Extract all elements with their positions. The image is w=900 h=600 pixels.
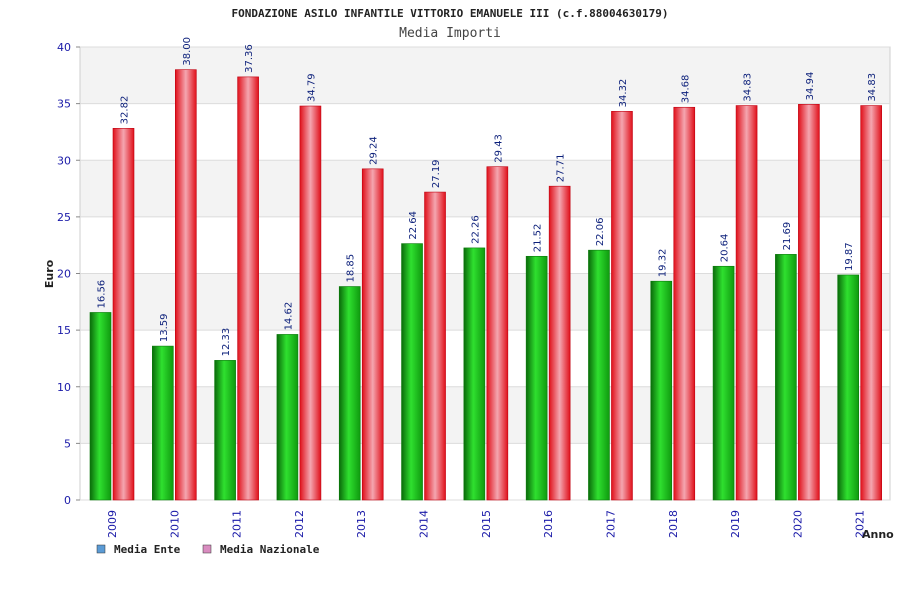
- data-label: 18.85: [346, 254, 357, 283]
- chart-title: FONDAZIONE ASILO INFANTILE VITTORIO EMAN…: [231, 7, 668, 20]
- bar-media-nazionale-2014: [424, 191, 446, 501]
- bar-media-ente-2013: [338, 286, 361, 501]
- bar-media-nazionale-2017: [611, 111, 633, 501]
- x-tick-label: 2013: [355, 510, 368, 538]
- x-tick-label: 2020: [791, 510, 804, 538]
- bar-media-ente-2021: [837, 274, 859, 501]
- bar-media-ente-2017: [588, 249, 610, 501]
- x-tick-label: 2016: [542, 510, 555, 538]
- bar-media-ente-2018: [650, 280, 673, 501]
- bar-media-ente-2016: [525, 255, 548, 501]
- bar-media-ente-2015: [463, 247, 486, 501]
- data-label: 22.64: [408, 211, 419, 240]
- x-tick-label: 2010: [168, 510, 181, 538]
- data-label: 27.71: [556, 154, 567, 183]
- y-tick-label: 35: [57, 98, 71, 111]
- bar-media-nazionale-2016: [548, 185, 571, 501]
- x-tick-label: 2017: [604, 510, 617, 538]
- bar-media-nazionale-2015: [486, 166, 509, 501]
- data-label: 29.43: [493, 134, 504, 163]
- x-tick-label: 2018: [667, 510, 680, 538]
- x-axis-label: Anno: [862, 528, 894, 541]
- data-label: 19.87: [844, 242, 855, 271]
- y-axis-ticks: 0 5 10 15 20 25 30 35 40: [57, 41, 80, 507]
- y-tick-label: 40: [57, 41, 71, 54]
- data-label: 21.69: [782, 222, 793, 251]
- legend-label-media-ente: Media Ente: [114, 543, 181, 556]
- data-label: 34.83: [743, 73, 754, 102]
- data-label: 22.06: [595, 218, 606, 247]
- data-labels: 16.56 32.82 13.59 38.00 12.33 37.36 14.62 34.79…: [97, 37, 879, 356]
- bars: [89, 69, 882, 501]
- x-tick-label: 2014: [418, 510, 431, 538]
- bar-media-nazionale-2018: [673, 106, 696, 501]
- bar-media-ente-2012: [276, 334, 299, 501]
- bar-media-nazionale-2012: [299, 105, 322, 501]
- bar-media-nazionale-2011: [237, 76, 259, 501]
- x-tick-label: 2012: [293, 510, 306, 538]
- data-label: 12.33: [221, 328, 232, 357]
- y-tick-label: 0: [64, 494, 71, 507]
- data-label: 21.52: [533, 224, 544, 253]
- legend-swatch-media-ente: [96, 544, 106, 554]
- data-label: 32.82: [120, 96, 131, 125]
- x-tick-label: 2011: [231, 510, 244, 538]
- data-label: 37.36: [244, 44, 255, 73]
- bar-media-nazionale-2009: [112, 128, 135, 501]
- legend-label-media-nazionale: Media Nazionale: [220, 543, 320, 556]
- y-tick-label: 5: [64, 437, 71, 450]
- data-label: 34.32: [618, 79, 629, 108]
- bar-media-ente-2020: [775, 254, 797, 501]
- plot-band: [80, 103, 890, 161]
- bar-media-nazionale-2013: [361, 168, 384, 501]
- y-tick-label: 30: [57, 154, 71, 167]
- data-label: 16.56: [97, 280, 108, 309]
- data-label: 20.64: [720, 234, 731, 263]
- bar-media-ente-2009: [89, 312, 112, 501]
- x-tick-label: 2021: [854, 510, 867, 538]
- data-label: 34.83: [867, 73, 878, 102]
- plot-band: [80, 160, 890, 217]
- plot-band: [80, 47, 890, 104]
- bar-media-ente-2010: [152, 345, 174, 501]
- data-label: 38.00: [182, 37, 193, 66]
- data-label: 34.68: [680, 75, 691, 104]
- data-label: 14.62: [283, 302, 294, 331]
- data-label: 27.19: [431, 159, 442, 188]
- bar-media-nazionale-2010: [175, 69, 197, 501]
- legend: Media Ente Media Nazionale: [96, 543, 320, 556]
- data-label: 34.94: [805, 72, 816, 101]
- x-axis-ticks: 2009 2010 2011 2012 2013 2014 2015 2016 2017 2018…: [106, 510, 867, 538]
- data-label: 22.26: [470, 215, 481, 244]
- data-label: 13.59: [159, 313, 170, 342]
- bar-media-nazionale-2020: [798, 104, 820, 501]
- bar-media-ente-2014: [401, 243, 423, 501]
- data-label: 34.79: [306, 73, 317, 102]
- y-tick-label: 10: [57, 381, 71, 394]
- bar-media-ente-2011: [214, 360, 236, 501]
- x-tick-label: 2019: [729, 510, 742, 538]
- data-label: 19.32: [657, 249, 668, 278]
- x-tick-label: 2015: [480, 510, 493, 538]
- bar-media-nazionale-2019: [735, 105, 758, 501]
- y-tick-label: 20: [57, 268, 71, 281]
- x-tick-label: 2009: [106, 510, 119, 538]
- bar-media-ente-2019: [712, 265, 735, 501]
- chart-subtitle: Media Importi: [399, 26, 501, 41]
- data-label: 29.24: [369, 136, 380, 165]
- y-tick-label: 15: [57, 324, 71, 337]
- y-axis-label: Euro: [43, 259, 56, 288]
- y-tick-label: 25: [57, 211, 71, 224]
- legend-swatch-media-nazionale: [202, 544, 212, 554]
- bar-media-nazionale-2021: [860, 105, 882, 501]
